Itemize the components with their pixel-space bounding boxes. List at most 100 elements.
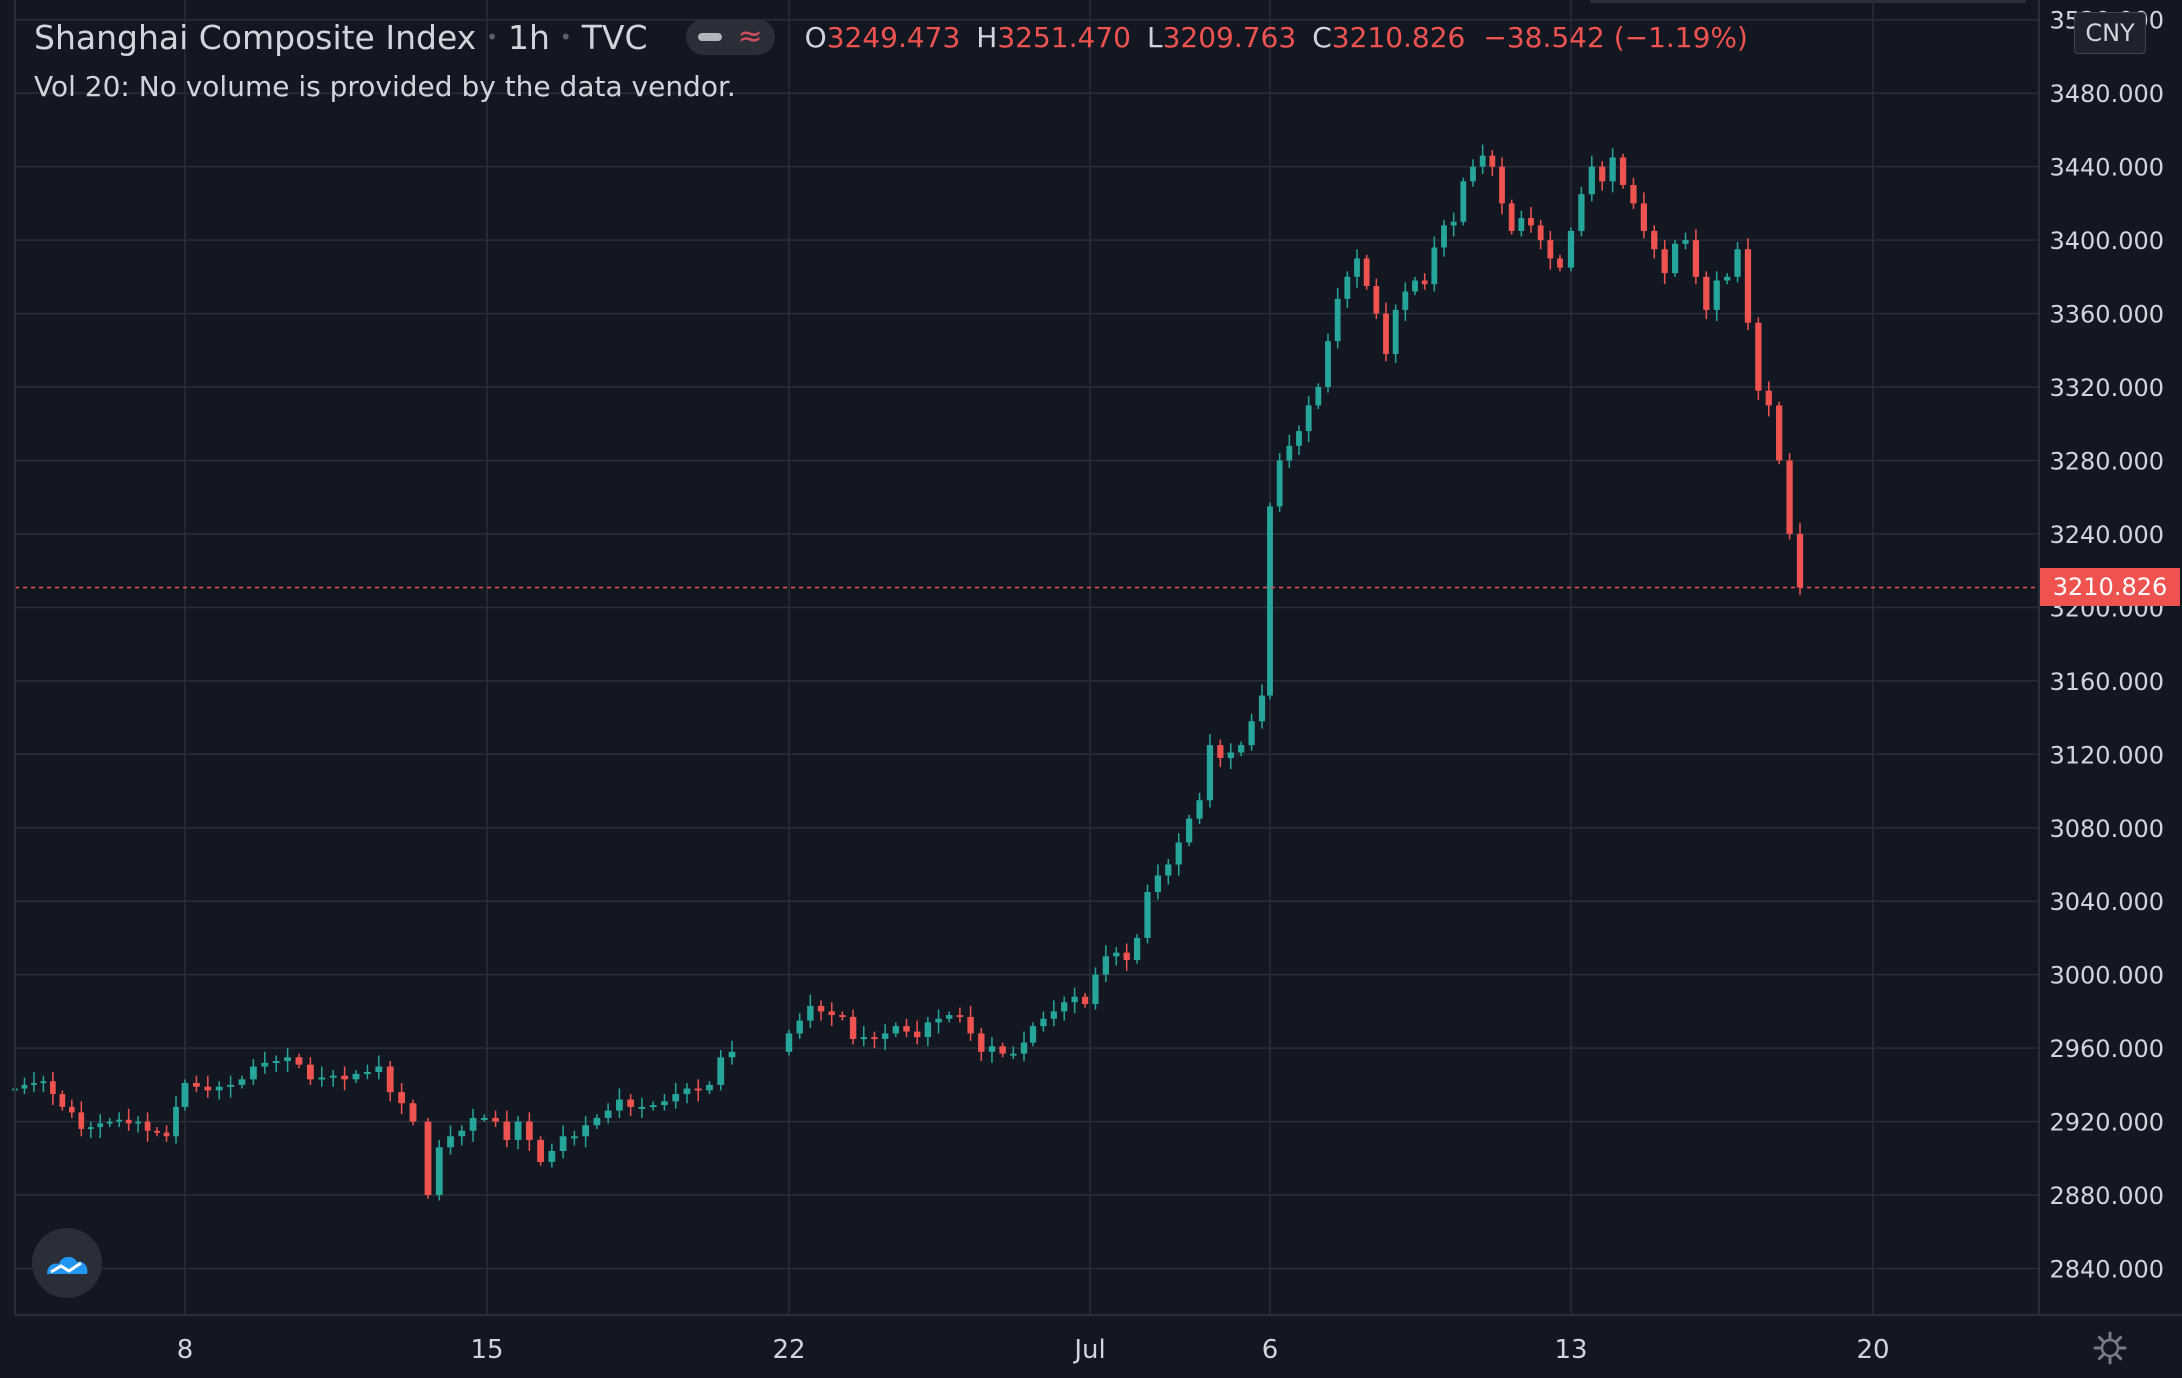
candle[interactable] — [839, 1011, 846, 1021]
candle[interactable] — [683, 1083, 691, 1104]
candle[interactable] — [1315, 383, 1322, 410]
candle[interactable] — [672, 1083, 680, 1109]
candle[interactable] — [1661, 240, 1668, 285]
candle[interactable] — [192, 1075, 200, 1093]
gear-icon[interactable] — [2090, 1328, 2130, 1368]
candle[interactable] — [1186, 814, 1193, 847]
candle[interactable] — [97, 1114, 104, 1139]
candle[interactable] — [627, 1094, 635, 1117]
candle[interactable] — [458, 1125, 466, 1146]
candle[interactable] — [1713, 271, 1720, 321]
candle[interactable] — [1286, 434, 1293, 468]
candle[interactable] — [1518, 210, 1525, 237]
candle[interactable] — [1578, 186, 1585, 237]
candle[interactable] — [604, 1103, 612, 1124]
candle[interactable] — [1640, 192, 1647, 239]
candle[interactable] — [424, 1117, 432, 1199]
candle[interactable] — [828, 1002, 835, 1027]
candle[interactable] — [173, 1095, 179, 1144]
candle[interactable] — [956, 1007, 964, 1023]
candle[interactable] — [1671, 240, 1679, 277]
candle[interactable] — [988, 1037, 996, 1063]
candle[interactable] — [1703, 271, 1710, 320]
candle[interactable] — [1102, 945, 1109, 983]
candle[interactable] — [924, 1016, 932, 1047]
candle[interactable] — [1619, 153, 1627, 189]
candle[interactable] — [1363, 254, 1370, 290]
candle[interactable] — [871, 1031, 878, 1049]
wave-icon[interactable]: ≈ — [737, 19, 763, 54]
candle[interactable] — [559, 1125, 567, 1159]
candle[interactable] — [1248, 713, 1255, 751]
candle[interactable] — [1050, 1000, 1057, 1027]
candle[interactable] — [249, 1059, 257, 1085]
candle[interactable] — [1421, 273, 1428, 290]
candle[interactable] — [638, 1097, 646, 1118]
candle[interactable] — [447, 1125, 454, 1155]
time-axis[interactable]: 8 15 22 Jul 6 13 20 — [177, 1335, 1890, 1365]
candle[interactable] — [817, 1000, 825, 1021]
candle[interactable] — [1029, 1022, 1037, 1047]
candle[interactable] — [106, 1117, 113, 1128]
candle[interactable] — [1344, 271, 1351, 309]
candle[interactable] — [181, 1079, 189, 1111]
candle[interactable] — [717, 1049, 725, 1091]
candle[interactable] — [1651, 225, 1658, 259]
symbol-name[interactable]: Shanghai Composite Index — [34, 17, 477, 57]
candle[interactable] — [1334, 287, 1341, 349]
candle[interactable] — [1165, 858, 1172, 885]
candle[interactable] — [1154, 864, 1162, 900]
candle[interactable] — [1217, 739, 1224, 768]
candle[interactable] — [849, 1009, 857, 1045]
candle[interactable] — [363, 1064, 371, 1080]
candle[interactable] — [492, 1110, 499, 1128]
candle[interactable] — [1599, 161, 1606, 191]
candle[interactable] — [352, 1070, 360, 1084]
candle[interactable] — [125, 1108, 132, 1131]
candle[interactable] — [154, 1127, 160, 1137]
candle[interactable] — [1392, 304, 1399, 364]
candle[interactable] — [1383, 302, 1389, 362]
candle[interactable] — [514, 1116, 522, 1150]
legend-toggle[interactable]: ≈ — [685, 19, 775, 55]
candle[interactable] — [469, 1108, 477, 1142]
candle[interactable] — [1238, 741, 1245, 757]
candle[interactable] — [284, 1048, 292, 1073]
candle[interactable] — [649, 1101, 657, 1111]
candle[interactable] — [1630, 177, 1637, 209]
candle[interactable] — [318, 1066, 326, 1087]
candle[interactable] — [1276, 453, 1283, 512]
candle[interactable] — [1796, 522, 1804, 595]
candle[interactable] — [1588, 155, 1595, 202]
candle[interactable] — [375, 1055, 383, 1080]
candle[interactable] — [1460, 177, 1467, 226]
candle[interactable] — [1373, 278, 1380, 320]
candle[interactable] — [1196, 792, 1203, 825]
candle[interactable] — [68, 1099, 75, 1118]
candle[interactable] — [435, 1139, 443, 1201]
candle[interactable] — [386, 1060, 394, 1102]
candle[interactable] — [272, 1055, 280, 1073]
eye-icon[interactable] — [697, 33, 722, 41]
candle[interactable] — [1441, 219, 1447, 257]
candle[interactable] — [1479, 144, 1486, 175]
candle[interactable] — [860, 1026, 867, 1047]
candle[interactable] — [1744, 238, 1752, 331]
cloud-logo-icon[interactable] — [32, 1228, 102, 1298]
candle[interactable] — [1724, 273, 1731, 285]
candle[interactable] — [1734, 241, 1741, 283]
candle[interactable] — [163, 1125, 170, 1142]
candle[interactable] — [1528, 207, 1534, 233]
candle[interactable] — [87, 1121, 94, 1139]
candle[interactable] — [1061, 996, 1068, 1021]
candle[interactable] — [1354, 249, 1360, 288]
candle[interactable] — [40, 1075, 47, 1093]
candle[interactable] — [807, 994, 814, 1028]
candle[interactable] — [661, 1094, 668, 1111]
candle[interactable] — [1402, 282, 1409, 321]
candle[interactable] — [1567, 227, 1575, 272]
candle[interactable] — [967, 1005, 974, 1041]
candle[interactable] — [694, 1079, 702, 1102]
candle[interactable] — [1206, 734, 1214, 808]
